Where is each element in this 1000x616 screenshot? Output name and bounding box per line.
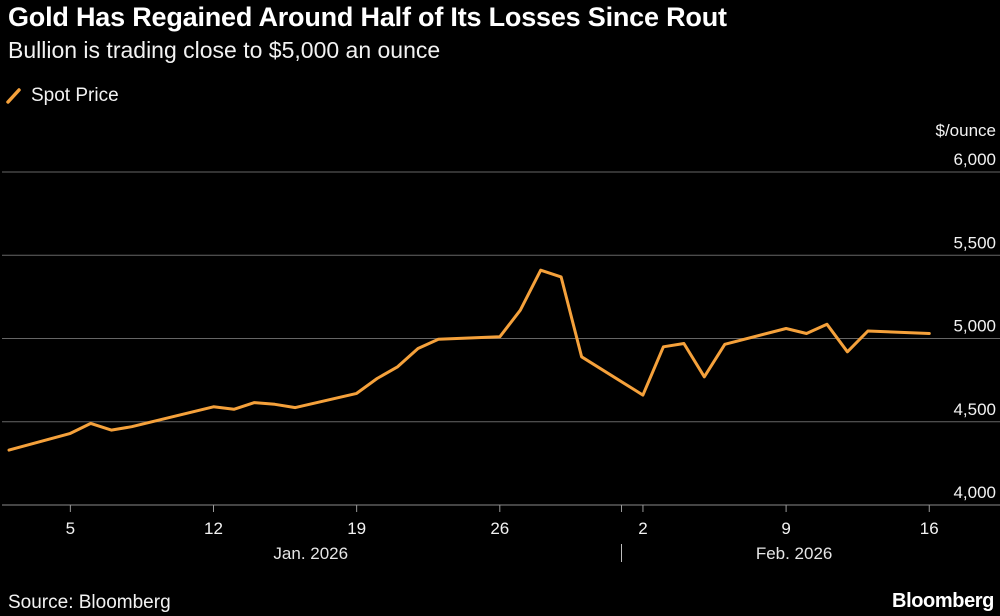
y-axis-unit-label: $/ounce (936, 121, 997, 140)
gridlines (2, 171, 1000, 506)
x-tick-label-2026-02-09: 9 (781, 519, 790, 538)
x-tick-label-2026-01-05: 5 (66, 519, 75, 538)
brand-logo: Bloomberg (892, 590, 994, 612)
y-tick-label-5500: 5,500 (953, 233, 996, 252)
y-tick-label-4500: 4,500 (953, 400, 996, 419)
x-axis: 5 12 19 26 2 9 16 Jan. 2026 Feb. 2026 (66, 505, 939, 563)
series-line-0 (7, 268, 931, 452)
x-tick-label-2026-02-16: 16 (920, 519, 939, 538)
x-tick-label-2026-01-12: 12 (204, 519, 223, 538)
series-spot-price (7, 268, 931, 452)
source-note: Source: Bloomberg (8, 592, 171, 613)
month-label-1: Feb. 2026 (756, 544, 833, 563)
month-label-0: Jan. 2026 (273, 544, 348, 563)
chart-legend: Spot Price (6, 84, 119, 108)
chart-title: Gold Has Regained Around Half of Its Los… (8, 2, 727, 32)
x-tick-label-2026-01-26: 26 (490, 519, 509, 538)
y-axis-tick-labels: 4,000 4,500 5,000 5,500 6,000 (953, 150, 996, 502)
chart-subtitle: Bullion is trading close to $5,000 an ou… (8, 37, 441, 63)
y-tick-label-4000: 4,000 (953, 483, 996, 502)
y-tick-label-5000: 5,000 (953, 317, 996, 336)
y-tick-label-6000: 6,000 (953, 150, 996, 169)
x-tick-label-2026-01-19: 19 (347, 519, 366, 538)
legend-swatch-spot-price (6, 88, 21, 104)
legend-label-spot-price: Spot Price (31, 85, 119, 106)
x-tick-label-2026-02-02: 2 (638, 519, 647, 538)
